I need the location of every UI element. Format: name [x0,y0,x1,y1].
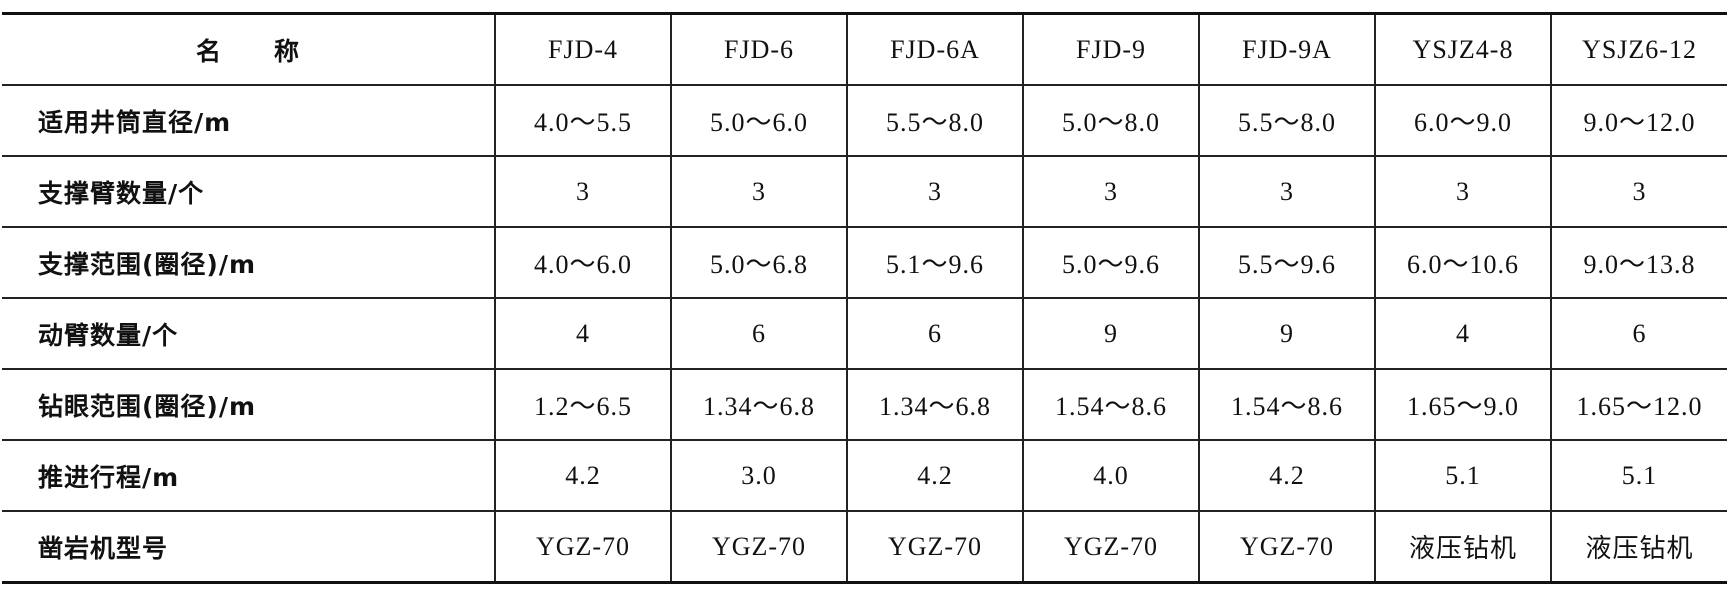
cell: 4.0～5.5 [494,84,671,156]
cell: 4 [494,297,671,369]
cell: 4.0～6.0 [494,226,671,298]
cell: 6.0～9.0 [1374,84,1551,156]
cell: 5.1～9.6 [846,226,1023,298]
cell: 3 [494,155,671,227]
row-label: 凿岩机型号 [2,510,495,583]
cell: 5.0～6.8 [670,226,847,298]
cell: 1.65～12.0 [1550,368,1727,440]
cell: 4.0 [1022,439,1199,511]
cell: 4 [1374,297,1551,369]
cell: FJD-9A [1198,12,1375,85]
cell: 1.34～6.8 [670,368,847,440]
table-row: 钻眼范围(圈径)/m 1.2～6.5 1.34～6.8 1.34～6.8 1.54～8.… [2,368,1727,440]
cell: FJD-6 [670,12,847,85]
cell: YGZ-70 [846,510,1023,583]
cell: 4.2 [846,439,1023,511]
cell: 3 [670,155,847,227]
table-wrap: 名 称 FJD-4 FJD-6 FJD-6A FJD-9 FJD-9A YSJZ4-8 YSJ… [2,12,1727,584]
table-row: 动臂数量/个 4 6 6 9 9 4 6 [2,297,1727,369]
header-row: 名 称 FJD-4 FJD-6 FJD-6A FJD-9 FJD-9A YSJZ4-8 YSJ… [2,12,1727,85]
cell: 液压钻机 [1550,510,1727,583]
cell: 3.0 [670,439,847,511]
cell: 3 [1374,155,1551,227]
cell: 9.0～12.0 [1550,84,1727,156]
row-label: 支撑臂数量/个 [2,155,495,227]
cell: FJD-4 [494,12,671,85]
table-row: 支撑臂数量/个 3 3 3 3 3 3 3 [2,155,1727,227]
cell: 5.0～9.6 [1022,226,1199,298]
cell: 3 [1198,155,1375,227]
cell: 5.5～8.0 [846,84,1023,156]
cell: 5.1 [1374,439,1551,511]
cell: YGZ-70 [494,510,671,583]
table-row: 适用井筒直径/m 4.0～5.5 5.0～6.0 5.5～8.0 5.0～8.0 5.5～… [2,84,1727,156]
cell: YSJZ6-12 [1550,12,1727,85]
row-label: 适用井筒直径/m [2,84,495,156]
cell: 3 [1550,155,1727,227]
cell: 1.65～9.0 [1374,368,1551,440]
row-label: 动臂数量/个 [2,297,495,369]
cell: 4.2 [494,439,671,511]
cell: 9 [1022,297,1199,369]
cell: 5.0～6.0 [670,84,847,156]
cell: 1.34～6.8 [846,368,1023,440]
table-row: 推进行程/m 4.2 3.0 4.2 4.0 4.2 5.1 5.1 [2,439,1727,511]
cell: 5.5～9.6 [1198,226,1375,298]
cell: 5.5～8.0 [1198,84,1375,156]
cell: 3 [846,155,1023,227]
cell: FJD-9 [1022,12,1199,85]
cell: YGZ-70 [1198,510,1375,583]
cell: 6 [670,297,847,369]
cell: YGZ-70 [1022,510,1199,583]
table-row: 凿岩机型号 YGZ-70 YGZ-70 YGZ-70 YGZ-70 YGZ-70 液压钻机液… [2,510,1727,583]
cell: 4.2 [1198,439,1375,511]
cell: FJD-6A [846,12,1023,85]
cell: 5.1 [1550,439,1727,511]
row-label: 推进行程/m [2,439,495,511]
cell: 9 [1198,297,1375,369]
cell: 液压钻机 [1374,510,1551,583]
cell: 1.2～6.5 [494,368,671,440]
cell: 6 [846,297,1023,369]
cell: 9.0～13.8 [1550,226,1727,298]
cell: 1.54～8.6 [1198,368,1375,440]
spec-table: 名 称 FJD-4 FJD-6 FJD-6A FJD-9 FJD-9A YSJZ4-8 YSJ… [2,12,1727,584]
cell: 6.0～10.6 [1374,226,1551,298]
table-body: 名 称 FJD-4 FJD-6 FJD-6A FJD-9 FJD-9A YSJZ4-8 YSJ… [2,12,1727,583]
row-label: 钻眼范围(圈径)/m [2,368,495,440]
table-row: 支撑范围(圈径)/m 4.0～6.0 5.0～6.8 5.1～9.6 5.0～9.6 5.… [2,226,1727,298]
cell: 3 [1022,155,1199,227]
row-label: 名 称 [2,12,495,85]
row-label: 支撑范围(圈径)/m [2,226,495,298]
cell: 1.54～8.6 [1022,368,1199,440]
cell: YSJZ4-8 [1374,12,1551,85]
cell: YGZ-70 [670,510,847,583]
cell: 5.0～8.0 [1022,84,1199,156]
cell: 6 [1550,297,1727,369]
